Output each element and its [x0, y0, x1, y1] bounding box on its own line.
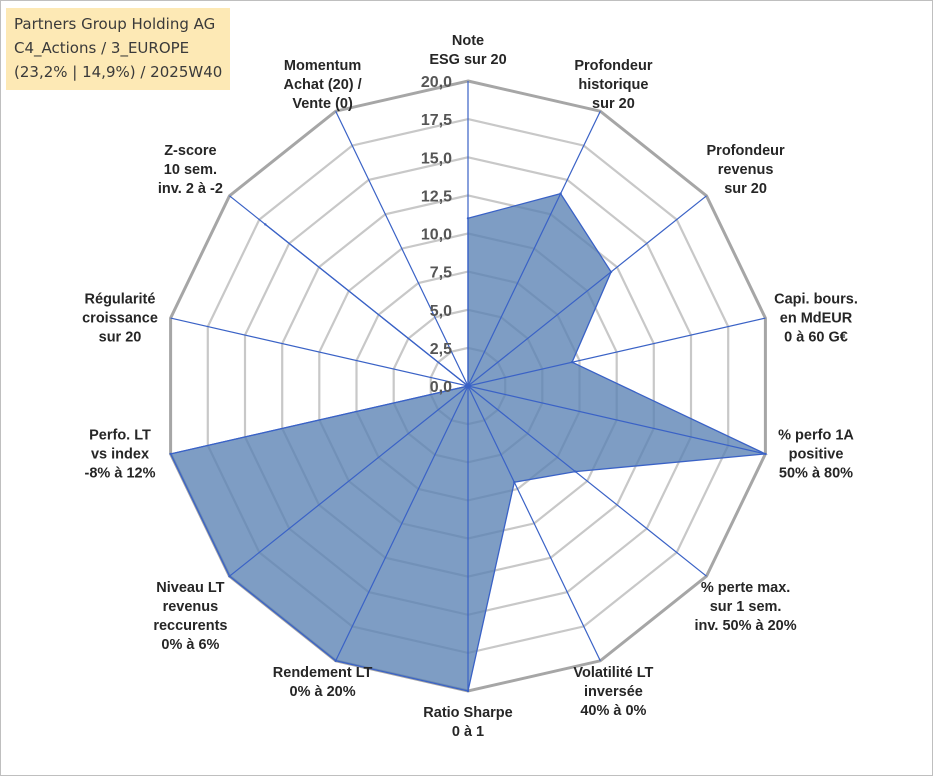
axis-spoke	[467, 385, 766, 455]
axis-label: Niveau LT revenus reccurents 0% à 6%	[153, 580, 227, 653]
axis-spoke	[467, 385, 707, 577]
axis-spoke	[229, 385, 469, 577]
axis-spoke	[467, 110, 601, 387]
axis-label: Momentum Achat (20) / Vente (0)	[284, 58, 362, 112]
axis-spoke	[170, 317, 469, 387]
axis-label: Volatilité LT inversée 40% à 0%	[573, 665, 653, 719]
axis-spoke	[467, 385, 601, 662]
axis-spoke	[335, 110, 469, 387]
tick-label: 10,0	[421, 227, 452, 244]
tick-label: 7,5	[430, 265, 452, 282]
axis-label: Régularité croissance sur 20	[82, 292, 158, 346]
tick-label: 17,5	[421, 112, 452, 129]
tick-label: 0,0	[430, 379, 452, 396]
axis-label: Profondeur revenus sur 20	[707, 143, 785, 197]
tick-label: 20,0	[421, 74, 452, 91]
header-category: C4_Actions / 3_EUROPE	[14, 39, 190, 57]
axis-label: Profondeur historique sur 20	[574, 58, 652, 112]
tick-label: 2,5	[430, 341, 452, 358]
tick-layer: 0,0 2,5 5,0 7,5 10,0 12,5 15,0 17,5 20,0	[421, 74, 452, 396]
header-company: Partners Group Holding AG	[14, 15, 216, 33]
axis-spoke	[170, 385, 469, 455]
axis-label: Capi. bours. en MdEUR 0 à 60 G€	[774, 292, 858, 346]
axis-label: Ratio Sharpe 0 à 1	[423, 705, 512, 740]
axis-label: % perte max. sur 1 sem. inv. 50% à 20%	[695, 580, 797, 634]
chart-header: Partners Group Holding AG C4_Actions / 3…	[6, 8, 230, 90]
header-stats: (23,2% | 14,9%) / 2025W40	[14, 63, 223, 81]
tick-label: 5,0	[430, 303, 452, 320]
axis-label: % perfo 1A positive 50% à 80%	[778, 427, 854, 481]
axis-label: Z-score 10 sem. inv. 2 à -2	[158, 143, 223, 197]
tick-label: 15,0	[421, 150, 452, 167]
axis-label: Note ESG sur 20	[429, 33, 506, 68]
axis-spoke	[229, 195, 469, 387]
axis-spoke	[467, 195, 707, 387]
spoke-layer	[170, 81, 766, 691]
axis-label: Perfo. LT vs index -8% à 12%	[85, 427, 156, 481]
axis-spoke	[335, 385, 469, 662]
axis-label: Rendement LT 0% à 20%	[273, 665, 373, 700]
label-layer: Note ESG sur 20 Profondeur historique sur 20…	[82, 33, 858, 740]
tick-label: 12,5	[421, 188, 452, 205]
axis-spoke	[467, 317, 766, 387]
